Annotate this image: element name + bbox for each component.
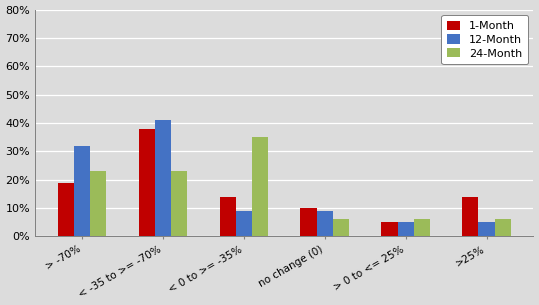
Bar — [90, 171, 106, 236]
Bar — [414, 219, 430, 236]
Bar — [58, 182, 74, 236]
Bar — [252, 137, 268, 236]
Bar — [300, 208, 316, 236]
Bar — [236, 211, 252, 236]
Bar — [495, 219, 511, 236]
Bar — [382, 222, 398, 236]
Bar — [219, 197, 236, 236]
Bar — [479, 222, 495, 236]
Bar — [398, 222, 414, 236]
Bar — [462, 197, 479, 236]
Legend: 1-Month, 12-Month, 24-Month: 1-Month, 12-Month, 24-Month — [441, 15, 528, 64]
Bar — [316, 211, 333, 236]
Bar — [74, 146, 90, 236]
Bar — [171, 171, 187, 236]
Bar — [155, 120, 171, 236]
Bar — [139, 129, 155, 236]
Bar — [333, 219, 349, 236]
